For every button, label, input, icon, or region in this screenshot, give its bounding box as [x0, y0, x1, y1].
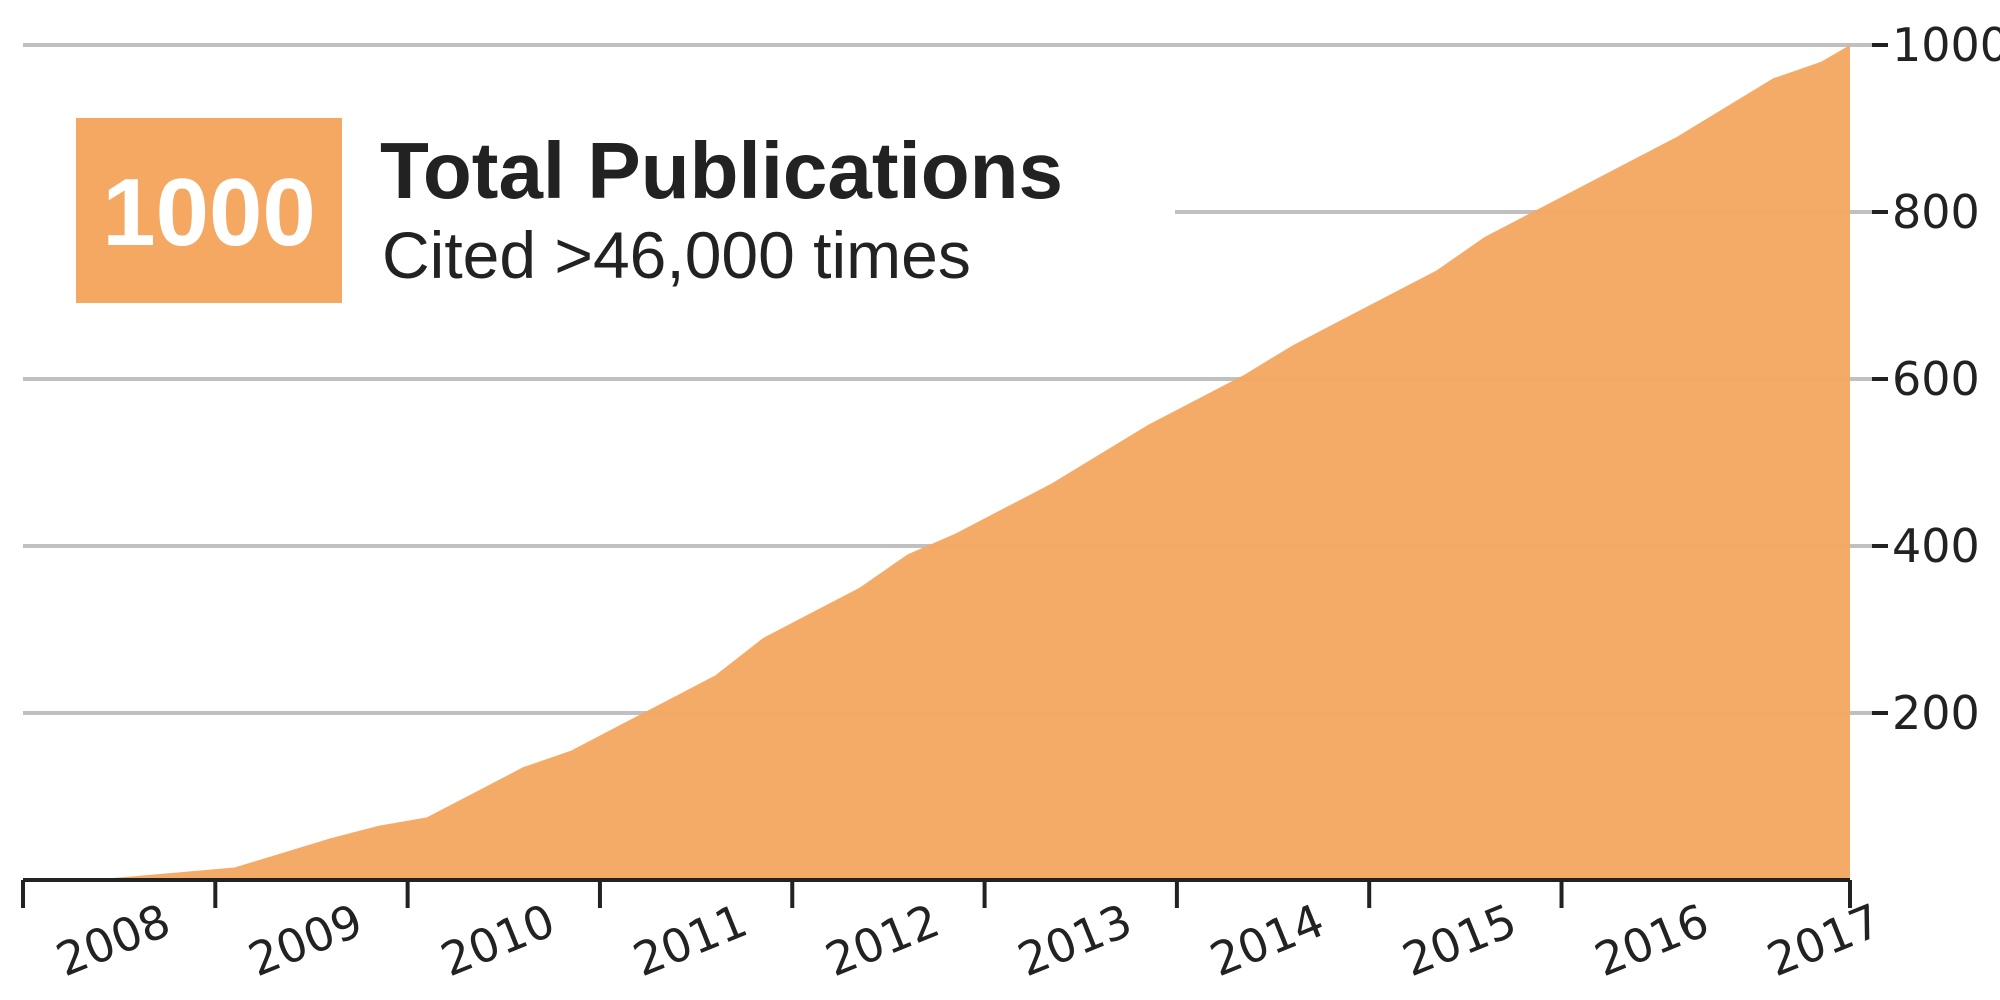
x-tick-label-2017: 2017 — [1760, 893, 1889, 987]
count-badge-value: 1000 — [102, 159, 316, 266]
y-tick-label-200: 200 — [1892, 686, 1980, 740]
y-tick-label-600: 600 — [1892, 352, 1980, 406]
x-tick-label-2015: 2015 — [1395, 893, 1524, 987]
x-tick-label-2014: 2014 — [1203, 893, 1332, 987]
chart-subtitle: Cited >46,000 times — [382, 218, 971, 292]
x-axis: 2008 2009 2010 2011 2012 2013 2014 2015 2016 2017 — [21, 878, 1889, 987]
x-tick-label-2010: 2010 — [433, 893, 562, 987]
x-tick-label-2013: 2013 — [1010, 893, 1139, 987]
publications-area — [90, 45, 1850, 880]
x-tick-label-2009: 2009 — [241, 893, 370, 987]
y-tick-label-800: 800 — [1892, 185, 1980, 239]
chart-title: Total Publications — [380, 126, 1063, 215]
x-tick-label-2012: 2012 — [818, 893, 947, 987]
y-tick-label-400: 400 — [1892, 519, 1980, 573]
y-tick-label-1000: 1000 — [1892, 18, 2000, 72]
y-axis: 200 400 600 800 1000 — [1872, 18, 2000, 740]
x-tick-label-2008: 2008 — [49, 893, 178, 987]
count-badge — [76, 118, 342, 303]
legend-box: 1000 Total Publications Cited >46,000 ti… — [20, 60, 1175, 315]
x-tick-label-2011: 2011 — [626, 893, 755, 987]
x-tick-label-2016: 2016 — [1587, 893, 1716, 987]
